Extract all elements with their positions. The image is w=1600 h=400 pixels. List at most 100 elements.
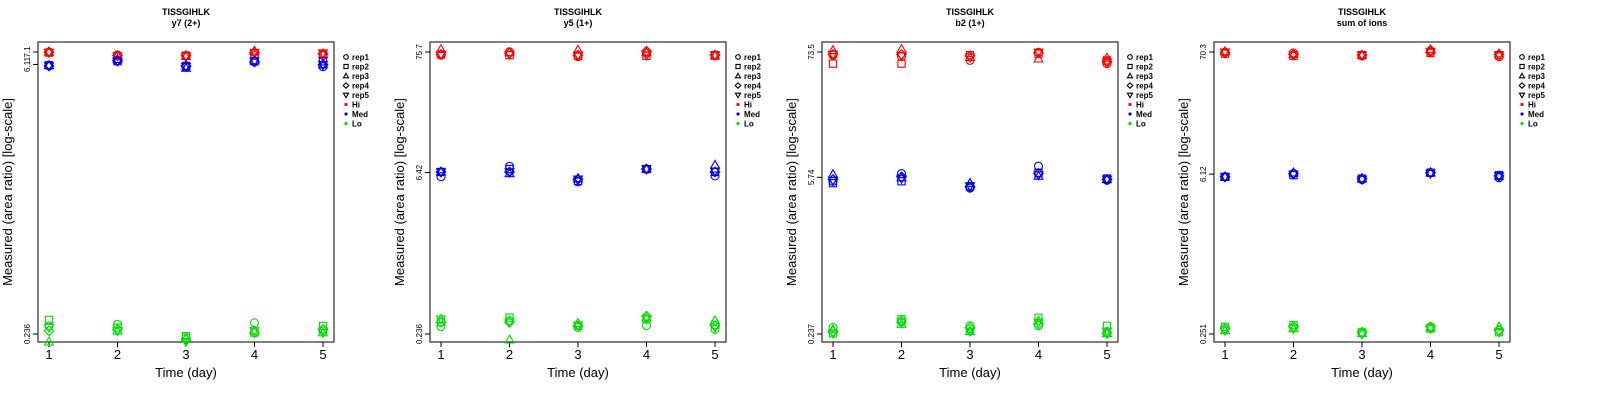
data-point-lo-rep5 bbox=[1288, 324, 1299, 335]
data-point-hi-rep5 bbox=[1493, 51, 1505, 61]
data-point-lo-rep5 bbox=[504, 318, 515, 328]
data-point-hi-rep5 bbox=[317, 49, 329, 59]
y-axis-label: Measured (area ratio) [log-scale] bbox=[784, 98, 799, 286]
chart-title: TISSGIHLK bbox=[162, 7, 211, 17]
x-tick-label: 5 bbox=[1495, 347, 1502, 362]
data-point-hi-rep3 bbox=[435, 43, 447, 54]
data-point-hi-rep5 bbox=[1101, 58, 1113, 68]
legend-label: Hi bbox=[1136, 101, 1144, 110]
data-point-hi-rep3 bbox=[572, 44, 584, 54]
data-point-hi-rep5 bbox=[435, 50, 447, 61]
legend-marker-rep1 bbox=[735, 54, 741, 60]
data-point-lo-rep5 bbox=[1425, 324, 1436, 335]
data-point-med-rep3 bbox=[317, 58, 329, 69]
legend-marker-rep2 bbox=[1519, 63, 1525, 70]
x-tick-label: 2 bbox=[898, 347, 905, 362]
legend-label: rep3 bbox=[352, 72, 369, 81]
legend-label: Hi bbox=[1528, 101, 1536, 110]
x-tick-label: 2 bbox=[506, 347, 513, 362]
legend-dot-lo bbox=[1128, 121, 1132, 126]
x-axis-label: Time (day) bbox=[547, 365, 609, 380]
data-point-med-rep3 bbox=[1101, 173, 1113, 184]
legend-marker-rep5 bbox=[342, 92, 350, 99]
legend-dot-hi bbox=[344, 102, 348, 107]
data-point-med-rep5 bbox=[1033, 171, 1044, 181]
x-tick-label: 1 bbox=[829, 347, 836, 362]
chart-title: TISSGIHLK bbox=[946, 7, 995, 17]
data-point-lo-rep5 bbox=[1493, 328, 1505, 338]
data-point-lo-rep4 bbox=[1032, 318, 1045, 330]
data-point-med-rep5 bbox=[827, 176, 839, 187]
data-point-lo-rep4 bbox=[43, 325, 55, 337]
legend-label: rep1 bbox=[1528, 53, 1545, 62]
data-point-lo-rep2 bbox=[1034, 313, 1043, 322]
y-axis-label: Measured (area ratio) [log-scale] bbox=[1176, 98, 1191, 286]
data-point-lo-rep5 bbox=[572, 321, 584, 332]
legend-dot-med bbox=[344, 112, 348, 116]
legend-dot-hi bbox=[1520, 102, 1524, 107]
plot-frame bbox=[1213, 41, 1511, 343]
data-point-med-rep5 bbox=[572, 175, 584, 185]
data-point-lo-rep5 bbox=[1356, 330, 1368, 340]
data-point-hi-rep5 bbox=[1219, 48, 1231, 58]
chart-title: TISSGIHLK bbox=[554, 7, 603, 17]
data-point-lo-rep3 bbox=[504, 333, 515, 344]
legend-label: Lo bbox=[744, 120, 754, 129]
data-point-hi-rep3 bbox=[43, 46, 55, 56]
legend-marker-rep3 bbox=[1518, 72, 1526, 79]
chart-subtitle: y7 (2+) bbox=[172, 18, 201, 28]
legend-label: rep5 bbox=[744, 91, 761, 100]
data-point-med-rep3 bbox=[1219, 171, 1231, 181]
y-tick-label: 7.1 bbox=[23, 46, 32, 58]
x-axis-label: Time (day) bbox=[939, 365, 1001, 380]
y-tick-label: 5.74 bbox=[807, 169, 816, 185]
data-point-hi-rep3 bbox=[1493, 47, 1505, 58]
data-point-med-rep5 bbox=[641, 165, 652, 175]
data-point-lo-rep4 bbox=[640, 310, 653, 322]
x-tick-label: 3 bbox=[966, 347, 973, 362]
legend-label: rep5 bbox=[352, 91, 369, 100]
data-point-hi-rep5 bbox=[709, 51, 721, 61]
data-point-hi-rep5 bbox=[504, 50, 515, 61]
data-point-hi-rep5 bbox=[1288, 51, 1299, 61]
data-point-lo-rep2 bbox=[505, 313, 514, 322]
legend-dot-hi bbox=[736, 102, 740, 107]
legend-label: rep3 bbox=[1528, 72, 1545, 81]
legend-label: rep2 bbox=[1136, 63, 1153, 72]
data-point-hi-rep4 bbox=[640, 45, 653, 57]
y-axis-label: Measured (area ratio) [log-scale] bbox=[0, 98, 15, 286]
legend-label: rep2 bbox=[1528, 63, 1545, 72]
data-point-hi-rep3 bbox=[1356, 49, 1368, 59]
legend-label: Hi bbox=[352, 101, 360, 110]
data-point-hi-rep5 bbox=[1033, 48, 1044, 59]
data-point-hi-rep3 bbox=[896, 43, 907, 53]
chart-subtitle: y5 (1+) bbox=[564, 18, 593, 28]
data-point-med-rep5 bbox=[1356, 175, 1368, 186]
legend-marker-rep2 bbox=[735, 63, 741, 70]
legend-dot-med bbox=[736, 112, 740, 116]
data-point-hi-rep3 bbox=[112, 49, 123, 60]
data-point-med-rep5 bbox=[435, 168, 447, 178]
data-point-lo-rep5 bbox=[964, 327, 976, 338]
data-point-med-rep5 bbox=[964, 182, 976, 192]
y-axis-label: Measured (area ratio) [log-scale] bbox=[392, 98, 407, 286]
plot-frame bbox=[37, 41, 335, 343]
legend-label: rep3 bbox=[1136, 72, 1153, 81]
data-point-med-rep3 bbox=[641, 163, 652, 173]
plot-frame bbox=[429, 41, 727, 343]
data-point-lo-rep4 bbox=[1101, 327, 1113, 339]
x-axis-label: Time (day) bbox=[155, 365, 217, 380]
x-tick-label: 4 bbox=[1035, 347, 1042, 362]
x-axis-label: Time (day) bbox=[1331, 365, 1393, 380]
data-point-med-rep5 bbox=[709, 167, 721, 177]
data-point-med-rep5 bbox=[317, 60, 329, 71]
data-point-med-rep5 bbox=[504, 168, 515, 178]
data-point-hi-rep5 bbox=[964, 53, 976, 64]
legend-marker-rep1 bbox=[343, 54, 349, 60]
data-point-med-rep2 bbox=[828, 178, 838, 188]
legend-marker-rep1 bbox=[1127, 54, 1133, 60]
x-tick-label: 5 bbox=[1103, 347, 1110, 362]
